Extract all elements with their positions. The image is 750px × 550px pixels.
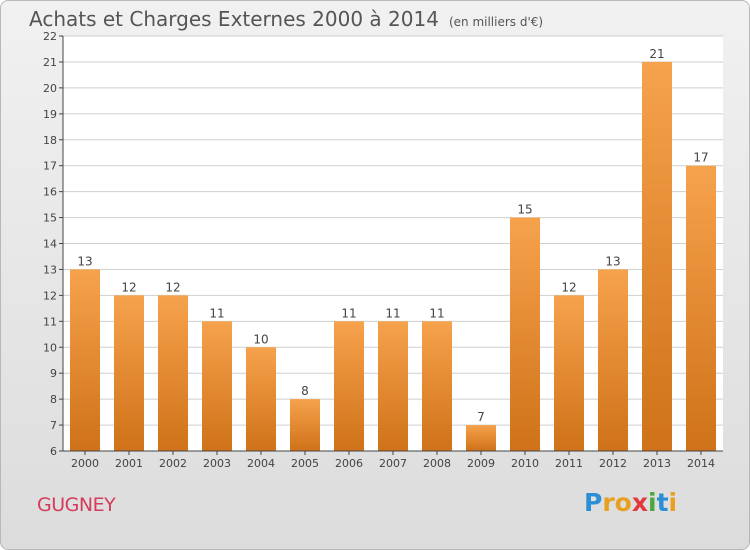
x-tick-label: 2000	[71, 457, 99, 470]
x-tick-label: 2014	[687, 457, 715, 470]
x-tick-label: 2005	[291, 457, 319, 470]
x-tick-label: 2004	[247, 457, 275, 470]
y-tick-label: 18	[43, 134, 57, 147]
bar	[114, 295, 144, 451]
logo-letter: o	[614, 488, 632, 517]
data-label: 7	[477, 410, 485, 424]
y-tick-label: 15	[43, 212, 57, 225]
data-label: 12	[561, 280, 576, 294]
x-tick-label: 2012	[599, 457, 627, 470]
y-tick-label: 21	[43, 56, 57, 69]
x-tick-label: 2008	[423, 457, 451, 470]
x-tick-label: 2006	[335, 457, 363, 470]
y-tick-label: 13	[43, 263, 57, 276]
bar	[378, 321, 408, 451]
x-tick-label: 2011	[555, 457, 583, 470]
y-tick-label: 19	[43, 108, 57, 121]
logo-letter: P	[584, 488, 603, 517]
bar	[598, 269, 628, 451]
x-tick-label: 2002	[159, 457, 187, 470]
x-tick-label: 2009	[467, 457, 495, 470]
data-label: 13	[605, 254, 620, 268]
y-tick-label: 20	[43, 82, 57, 95]
x-tick-label: 2010	[511, 457, 539, 470]
logo-letter: i	[668, 488, 678, 517]
chart-title: Achats et Charges Externes 2000 à 2014 (e…	[29, 7, 543, 31]
data-label: 17	[693, 151, 708, 165]
y-tick-label: 14	[43, 238, 57, 251]
bar	[246, 347, 276, 451]
data-label: 12	[165, 280, 180, 294]
data-label: 11	[209, 306, 224, 320]
bar	[158, 295, 188, 451]
x-tick-label: 2001	[115, 457, 143, 470]
bar	[554, 295, 584, 451]
commune-name: GUGNEY	[37, 494, 116, 516]
y-tick-label: 8	[50, 393, 57, 406]
y-tick-label: 9	[50, 367, 57, 380]
bar	[70, 269, 100, 451]
data-label: 10	[253, 332, 268, 346]
data-label: 11	[429, 306, 444, 320]
x-tick-label: 2003	[203, 457, 231, 470]
data-label: 11	[341, 306, 356, 320]
chart-unit-note: (en milliers d'€)	[448, 15, 544, 29]
bar	[202, 321, 232, 451]
bar	[510, 217, 540, 451]
y-tick-label: 7	[50, 419, 57, 432]
bar	[642, 61, 672, 451]
bar	[466, 425, 496, 451]
y-tick-label: 10	[43, 341, 57, 354]
y-tick-label: 11	[43, 315, 57, 328]
y-tick-label: 16	[43, 186, 57, 199]
bar	[422, 321, 452, 451]
x-tick-label: 2013	[643, 457, 671, 470]
bar	[334, 321, 364, 451]
logo-letter: t	[656, 488, 669, 517]
logo-letter: x	[631, 488, 648, 517]
bar	[290, 399, 320, 451]
data-label: 11	[385, 306, 400, 320]
data-label: 12	[121, 280, 136, 294]
y-tick-label: 17	[43, 160, 57, 173]
data-label: 21	[649, 47, 664, 61]
y-tick-label: 12	[43, 289, 57, 302]
logo-letter: r	[602, 488, 615, 517]
data-label: 15	[517, 203, 532, 217]
x-tick-label: 2007	[379, 457, 407, 470]
bar	[686, 165, 716, 451]
y-tick-label: 6	[50, 445, 57, 458]
chart-title-text: Achats et Charges Externes 2000 à 2014	[29, 7, 439, 31]
proxiti-logo: Proxiti	[584, 488, 677, 517]
y-tick-label: 22	[43, 30, 57, 43]
logo-letter: i	[648, 488, 657, 517]
data-label: 13	[77, 254, 92, 268]
data-label: 8	[301, 384, 309, 398]
